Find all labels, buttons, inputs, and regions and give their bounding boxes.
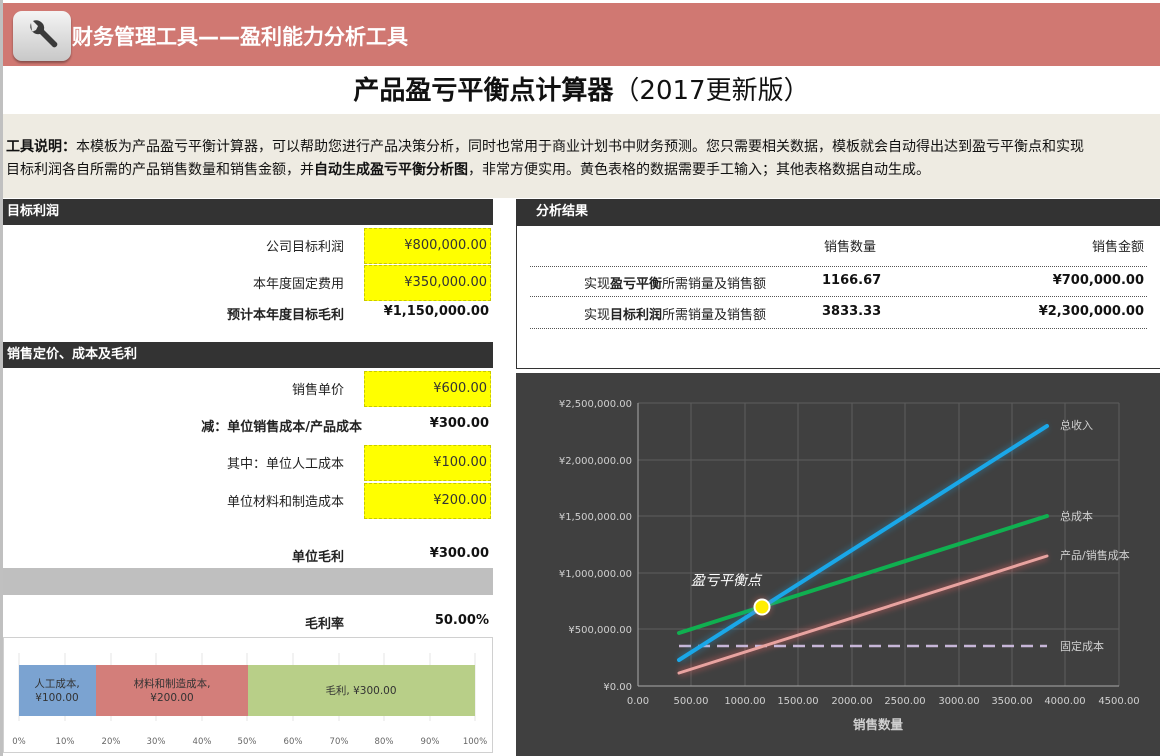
column-header-qty: 销售数量 (823, 240, 876, 255)
svg-text:500.00: 500.00 (674, 696, 709, 707)
section-header-analysis: 分析结果 (516, 199, 1160, 225)
svg-text:80%: 80% (375, 737, 394, 747)
svg-text:2000.00: 2000.00 (831, 696, 872, 707)
svg-text:20%: 20% (102, 737, 121, 747)
row-divider (530, 296, 1147, 297)
separator-bar (3, 568, 493, 595)
label-unit-gross-profit: 单位毛利 (291, 550, 344, 565)
value-breakeven-qty: 1166.67 (822, 273, 882, 288)
row-divider (530, 266, 1147, 267)
label-breakeven: 实现盈亏平衡所需销量及销售额 (583, 277, 766, 292)
app-banner: 财务管理工具——盈利能力分析工具 (3, 3, 1160, 66)
description-line2b: ，非常方便实用。黄色表格的数据需要手工输入；其他表格数据自动生成。 (468, 162, 930, 178)
svg-text:10%: 10% (56, 737, 75, 747)
cost-breakdown-chart: 人工成本, ¥100.00 材料和制造成本, ¥200.00 毛利, ¥300.… (3, 637, 493, 753)
svg-text:1500.00: 1500.00 (777, 696, 818, 707)
label-unit-price: 销售单价 (291, 383, 344, 398)
svg-text:100%: 100% (463, 737, 487, 747)
svg-text:¥2,000,000.00: ¥2,000,000.00 (559, 456, 632, 467)
value-unit-cost: ¥300.00 (429, 416, 489, 431)
value-target-qty: 3833.33 (822, 304, 882, 319)
svg-text:¥1,500,000.00: ¥1,500,000.00 (559, 512, 632, 523)
section-header-pricing: 销售定价、成本及毛利 (3, 342, 493, 368)
input-unit-price[interactable]: ¥600.00 (364, 371, 491, 407)
description-label: 工具说明： (6, 139, 76, 155)
svg-text:人工成本,: 人工成本, (34, 677, 79, 690)
svg-text:60%: 60% (284, 737, 303, 747)
wrench-icon (13, 11, 71, 61)
svg-text:3500.00: 3500.00 (991, 696, 1032, 707)
svg-text:40%: 40% (193, 737, 212, 747)
value-target-gross-profit: ¥1,150,000.00 (383, 304, 489, 319)
svg-text:固定成本: 固定成本 (1060, 639, 1104, 653)
column-header-amount: 销售金额 (1091, 240, 1144, 255)
svg-text:30%: 30% (147, 737, 166, 747)
breakeven-chart: ¥2,500,000.00 ¥2,000,000.00 ¥1,500,000.0… (516, 373, 1160, 756)
svg-text:¥0.00: ¥0.00 (603, 682, 632, 693)
svg-text:70%: 70% (330, 737, 349, 747)
label-target-gross-profit: 预计本年度目标毛利 (226, 308, 344, 323)
svg-text:销售数量: 销售数量 (853, 717, 904, 732)
sheet-left-border (0, 0, 3, 756)
svg-text:¥200.00: ¥200.00 (150, 692, 193, 704)
description-line2-bold: 自动生成盈亏平衡分析图 (314, 162, 468, 178)
svg-text:总收入: 总收入 (1060, 418, 1093, 432)
input-labor-cost[interactable]: ¥100.00 (364, 445, 491, 481)
value-target-amount: ¥2,300,000.00 (1038, 304, 1144, 319)
analysis-panel (516, 225, 1160, 369)
svg-text:90%: 90% (421, 737, 440, 747)
svg-text:3000.00: 3000.00 (938, 696, 979, 707)
tool-description: 工具说明：本模板为产品盈亏平衡计算器，可以帮助您进行产品决策分析，同时也常用于商… (3, 114, 1160, 198)
value-unit-gross-profit: ¥300.00 (429, 546, 489, 561)
svg-text:¥2,500,000.00: ¥2,500,000.00 (559, 399, 632, 410)
page-title-main: 产品盈亏平衡点计算器 (353, 76, 614, 106)
input-fixed-cost[interactable]: ¥350,000.00 (364, 265, 491, 301)
label-labor-cost: 其中：单位人工成本 (226, 457, 344, 472)
section-header-target-profit: 目标利润 (3, 199, 493, 225)
svg-text:¥500,000.00: ¥500,000.00 (568, 625, 632, 636)
svg-text:¥1,000,000.00: ¥1,000,000.00 (559, 569, 632, 580)
svg-text:产品/销售成本: 产品/销售成本 (1060, 548, 1130, 562)
svg-text:毛利, ¥300.00: 毛利, ¥300.00 (325, 685, 396, 697)
page-title-suffix: （2017更新版） (613, 76, 810, 106)
svg-text:1000.00: 1000.00 (724, 696, 765, 707)
label-gross-margin: 毛利率 (304, 617, 344, 632)
input-material-cost[interactable]: ¥200.00 (364, 483, 491, 519)
svg-text:50%: 50% (238, 737, 257, 747)
svg-text:材料和制造成本,: 材料和制造成本, (134, 677, 211, 690)
svg-text:¥100.00: ¥100.00 (35, 692, 78, 704)
description-line1: 本模板为产品盈亏平衡计算器，可以帮助您进行产品决策分析，同时也常用于商业计划书中… (76, 139, 1084, 155)
input-target-profit[interactable]: ¥800,000.00 (364, 228, 491, 264)
svg-text:0%: 0% (12, 737, 26, 747)
svg-text:2500.00: 2500.00 (884, 696, 925, 707)
value-breakeven-amount: ¥700,000.00 (1052, 273, 1144, 288)
svg-text:4500.00: 4500.00 (1098, 696, 1139, 707)
label-target-profit-sales: 实现目标利润所需销量及销售额 (583, 308, 766, 323)
value-gross-margin: 50.00% (434, 613, 489, 628)
label-target-profit: 公司目标利润 (265, 240, 344, 255)
label-fixed-cost: 本年度固定费用 (252, 277, 344, 292)
svg-text:0.00: 0.00 (627, 696, 649, 707)
label-unit-cost: 减：单位销售成本/产品成本 (201, 420, 362, 435)
label-material-cost: 单位材料和制造成本 (226, 495, 344, 510)
svg-text:总成本: 总成本 (1060, 509, 1093, 523)
row-divider (530, 328, 1147, 329)
svg-text:4000.00: 4000.00 (1044, 696, 1085, 707)
description-line2a: 目标利润各自所需的产品销售数量和销售金额，并 (6, 162, 314, 178)
svg-text:盈亏平衡点: 盈亏平衡点 (691, 573, 763, 589)
page-title: 产品盈亏平衡点计算器（2017更新版） (3, 66, 1160, 114)
banner-title: 财务管理工具——盈利能力分析工具 (72, 25, 408, 49)
